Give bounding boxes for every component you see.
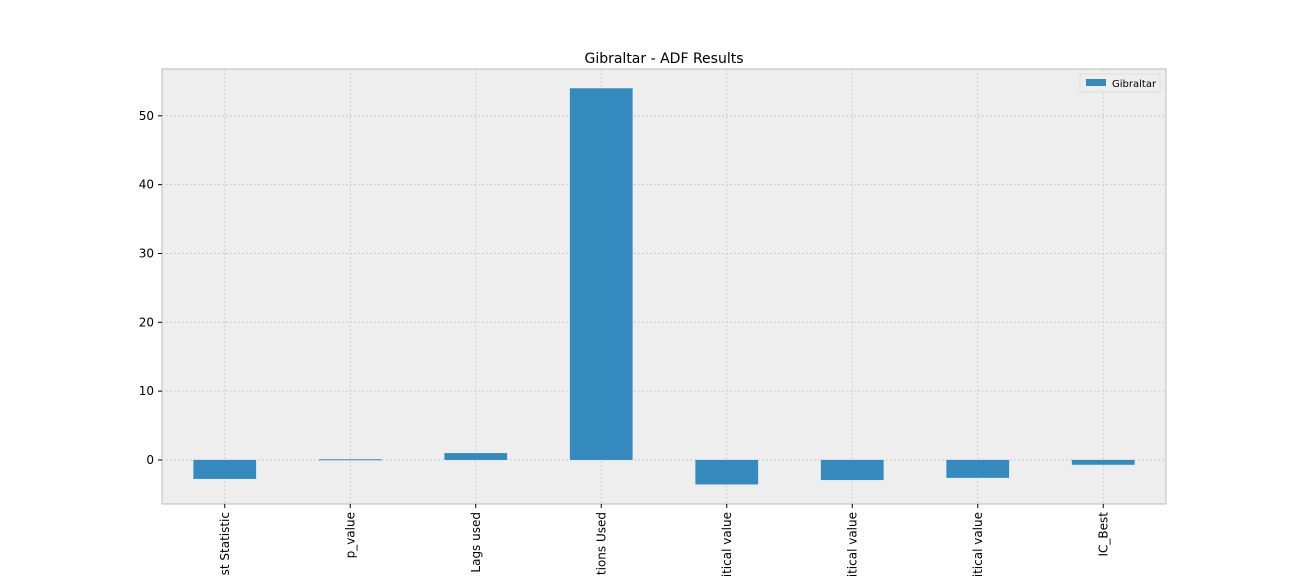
legend-swatch [1086,79,1106,86]
y-tick-label: 40 [139,178,154,192]
x-tick-label: Lags used [469,512,483,573]
y-tick-label: 50 [139,109,154,123]
x-tick-label: IC_Best [1096,512,1110,557]
y-tick-label: 30 [139,246,154,260]
x-tick-label: p_value [343,512,357,558]
x-tick-label: ritical value [845,512,859,576]
bar [444,453,508,460]
y-tick-label: 20 [139,315,154,329]
legend-box [1079,73,1161,93]
plot-area [161,68,1167,505]
bar [193,459,257,479]
bar [820,459,884,481]
bar [569,88,633,460]
y-tick-label: 10 [139,384,154,398]
x-tick-label: ritical value [720,512,734,576]
bar [318,459,382,461]
bar [695,459,759,485]
legend-label: Gibraltar [1112,79,1157,90]
x-tick-label: est Statistic [218,512,232,576]
chart-title: Gibraltar - ADF Results [584,51,743,67]
bar [946,459,1010,478]
bar [1071,459,1135,465]
x-tick-label: ritical value [971,512,985,576]
x-tick-label: ations Used [594,512,608,576]
y-tick-label: 0 [146,453,154,467]
